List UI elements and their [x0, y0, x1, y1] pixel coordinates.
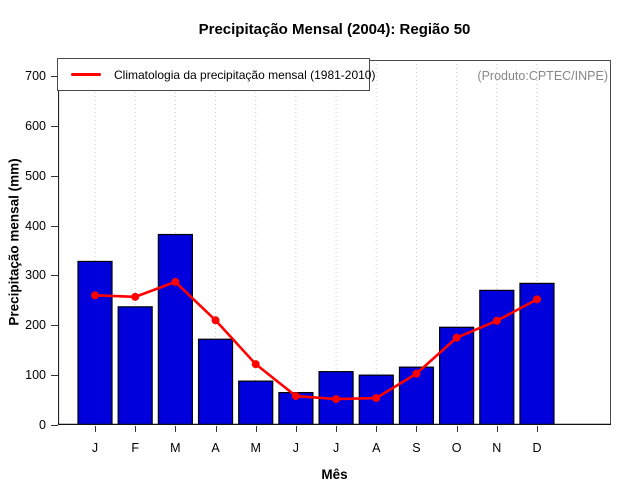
precip-bar-4	[197, 338, 234, 425]
x-tick-label: S	[412, 441, 421, 455]
x-axis-label: Mês	[321, 467, 348, 482]
climatology-point-5	[251, 360, 260, 369]
product-annotation: (Produto:CPTEC/INPE)	[477, 69, 608, 83]
precip-bar-12	[519, 282, 555, 425]
x-tick-mark	[456, 426, 458, 432]
precip-bar-5	[238, 380, 274, 425]
y-tick-label: 200	[25, 318, 46, 333]
y-tick-mark	[51, 275, 58, 277]
x-tick-label: O	[451, 441, 462, 455]
x-tick-mark	[295, 426, 297, 432]
climatology-point-12	[532, 295, 541, 304]
x-tick-mark	[496, 426, 498, 432]
legend-line-swatch	[71, 73, 101, 76]
y-tick-mark	[51, 175, 58, 177]
x-tick-mark	[175, 426, 177, 432]
precip-bar-2	[117, 306, 153, 425]
x-tick-mark	[255, 426, 257, 432]
x-tick-label: J	[292, 441, 300, 455]
y-tick-mark	[51, 425, 58, 426]
y-tick-mark	[51, 375, 58, 377]
x-tick-label: A	[211, 441, 220, 455]
precip-bar-1	[77, 260, 113, 425]
y-tick-mark	[51, 75, 58, 77]
climatology-point-7	[332, 395, 341, 404]
x-tick-mark	[336, 426, 338, 432]
climatology-point-11	[492, 316, 501, 325]
y-tick-label: 600	[25, 118, 46, 133]
y-tick-mark	[51, 125, 58, 127]
x-tick-label: M	[250, 441, 261, 455]
legend: Climatologia da precipitação mensal (198…	[57, 58, 375, 91]
y-tick-mark	[51, 225, 58, 227]
x-tick-mark	[95, 426, 96, 432]
precip-bar-3	[157, 233, 193, 425]
climatology-point-9	[412, 369, 421, 378]
climatology-line	[93, 280, 539, 401]
precip-bar-11	[479, 289, 515, 425]
y-tick-label: 700	[25, 68, 46, 83]
precip-bar-10	[439, 326, 475, 425]
x-tick-mark	[215, 426, 217, 432]
y-tick-label: 400	[25, 218, 46, 233]
y-tick-label: 100	[25, 368, 46, 383]
y-tick-mark	[51, 325, 58, 327]
x-tick-label: J	[332, 441, 340, 455]
x-tick-label: M	[170, 441, 181, 455]
climatology-point-1	[91, 291, 99, 300]
y-tick-label: 0	[39, 418, 46, 432]
climatology-point-4	[211, 316, 220, 325]
y-tick-label: 300	[25, 268, 46, 283]
x-tick-mark	[135, 426, 137, 432]
x-tick-mark	[376, 426, 378, 432]
x-tick-mark	[416, 426, 418, 432]
plot-area: Climatologia da precipitação mensal (198…	[57, 58, 611, 425]
legend-label: Climatologia da precipitação mensal (198…	[114, 67, 376, 82]
plot-svg	[58, 60, 611, 425]
x-tick-label: J	[91, 441, 99, 455]
climatology-point-10	[452, 333, 461, 342]
x-tick-mark	[536, 426, 538, 432]
climatology-point-3	[171, 277, 180, 286]
climatology-point-8	[372, 394, 381, 403]
chart-title: Precipitação Mensal (2004): Região 50	[198, 21, 471, 38]
climatology-point-2	[131, 292, 140, 301]
climatology-point-6	[291, 392, 300, 401]
x-tick-label: A	[372, 441, 381, 455]
y-tick-label: 500	[25, 168, 46, 183]
x-tick-label: D	[532, 441, 542, 455]
x-tick-label: F	[131, 441, 139, 455]
x-tick-label: N	[492, 441, 502, 455]
